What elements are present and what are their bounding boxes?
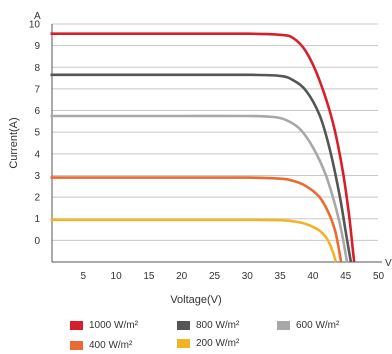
y-unit-label: A [34,11,41,22]
series-line-3 [50,176,343,263]
x-tick-label-10: 10 [111,271,123,282]
x-tick-label-45: 45 [340,271,352,282]
series-line-2 [50,114,349,263]
x-tick-label-15: 15 [143,271,155,282]
y-tick-label-10: 10 [29,20,41,31]
y-axis-title: Current(A) [8,117,20,168]
legend-label-600: 600 W/m² [296,320,340,331]
y-tick-label-5: 5 [34,128,40,139]
y-tick-label-8: 8 [34,63,40,74]
series-line-0 [50,32,356,263]
legend-item-1000: 1000 W/m² [70,320,138,331]
x-tick-label-40: 40 [307,271,319,282]
y-tick-label-7: 7 [34,84,40,95]
series-line-4 [50,218,338,263]
legend-label-200: 200 W/m² [196,338,240,349]
legend-swatch-400 [70,341,83,350]
y-tick-label-9: 9 [34,41,40,52]
legend-item-400: 400 W/m² [70,340,132,351]
x-tick-label-5: 5 [81,271,87,282]
x-unit-label: V [385,258,392,269]
legend-item-600: 600 W/m² [277,320,339,331]
legend-label-800: 800 W/m² [196,320,240,331]
x-tick-labels: 5 10 15 20 25 30 35 40 45 50 [81,271,385,282]
legend-swatch-800 [177,321,190,330]
y-tick-label-2: 2 [34,193,40,204]
y-tick-label-4: 4 [34,149,40,160]
series-lines [50,32,356,263]
series-line-1 [50,73,353,263]
y-tick-label-3: 3 [34,171,40,182]
x-tick-label-50: 50 [373,271,385,282]
x-tick-label-30: 30 [242,271,254,282]
y-tick-label-0: 0 [34,236,40,247]
legend-swatch-600 [277,321,290,330]
y-tick-label-1: 1 [34,214,40,225]
y-tick-label-6: 6 [34,106,40,117]
legend-swatch-1000 [70,321,83,330]
x-tick-label-20: 20 [176,271,188,282]
x-tick-label-35: 35 [275,271,287,282]
y-tick-labels: 0 1 2 3 4 5 6 7 8 9 10 [29,20,41,247]
x-tick-label-25: 25 [209,271,221,282]
legend-label-1000: 1000 W/m² [89,320,138,331]
legend-item-800: 800 W/m² [177,320,239,331]
legend-swatch-200 [177,339,190,348]
x-axis-title: Voltage(V) [170,294,221,306]
grid-lines [52,23,378,241]
legend-item-200: 200 W/m² [177,338,239,349]
legend-label-400: 400 W/m² [89,340,133,351]
